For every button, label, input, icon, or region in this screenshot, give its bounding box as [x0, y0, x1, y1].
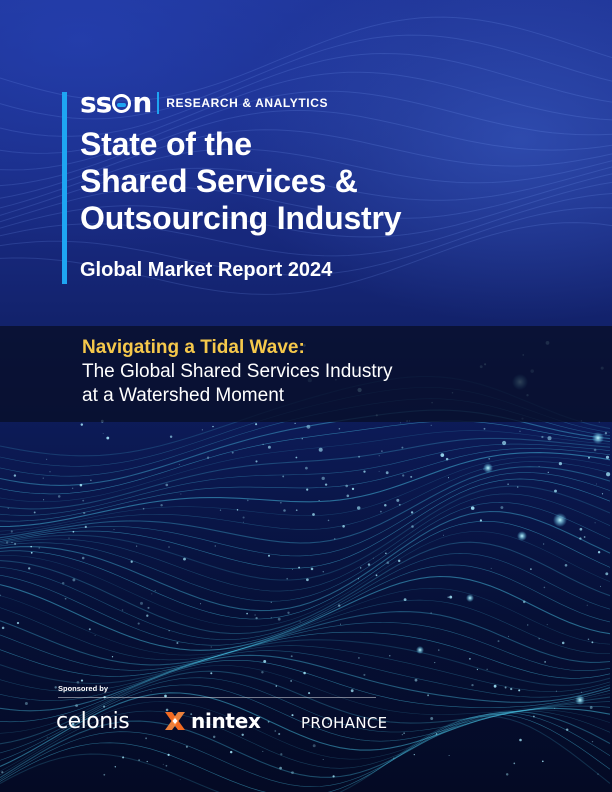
sson-logo: ss n RESEARCH & ANALYTICS [80, 88, 328, 118]
title-line: State of the [80, 126, 252, 162]
logo-division: RESEARCH & ANALYTICS [166, 96, 329, 110]
prohance-logo: PROHANCE [301, 714, 388, 732]
feature-line: The Global Shared Services Industry [82, 361, 393, 382]
nintex-logo: nintex [163, 709, 261, 733]
report-subtitle: Global Market Report 2024 [80, 259, 333, 281]
title-line: Outsourcing Industry [80, 200, 402, 236]
logo-wordmark: ss n [80, 86, 152, 119]
nintex-wordmark: nintex [191, 709, 261, 733]
feature-line: at a Watershed Moment [82, 385, 285, 406]
feature-highlight: Navigating a Tidal Wave: [82, 337, 305, 358]
logo-o-icon [112, 94, 132, 113]
report-title: State of the Shared Services & Outsourci… [80, 126, 402, 237]
sponsor-divider [58, 697, 376, 698]
accent-bar [62, 92, 67, 284]
feature-headline: Navigating a Tidal Wave: The Global Shar… [82, 336, 393, 408]
logo-divider [157, 92, 160, 114]
title-line: Shared Services & [80, 163, 358, 199]
sponsor-label: Sponsored by [58, 684, 109, 693]
nintex-x-icon [165, 712, 185, 730]
celonis-logo: celonis [56, 709, 130, 734]
feature-band [0, 326, 612, 422]
